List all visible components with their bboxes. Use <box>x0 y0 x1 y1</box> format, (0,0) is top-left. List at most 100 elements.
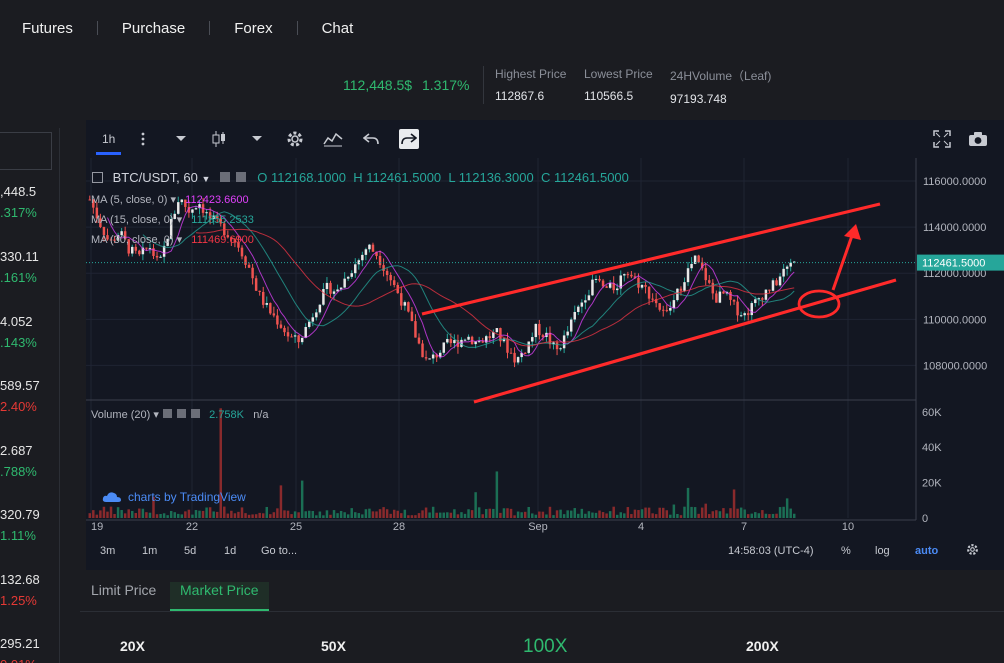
range-5d[interactable]: 5d <box>184 545 197 557</box>
ohlc-open: O 112168.1000 <box>257 170 346 185</box>
volume-settings-icon[interactable] <box>177 409 187 418</box>
market-list-item[interactable]: 589.57 2.40% <box>0 378 40 414</box>
market-list-item[interactable]: 295.21 0.01% <box>0 636 40 663</box>
range-1d[interactable]: 1d <box>224 545 237 557</box>
ma-30-value: 111469.6900 <box>191 234 254 246</box>
market-list-item[interactable]: 2.687 .788% <box>0 443 37 479</box>
leverage-100x[interactable]: 100X <box>523 636 568 657</box>
volume-close-icon[interactable] <box>191 409 201 418</box>
candle-body <box>329 282 332 294</box>
candle-body <box>637 277 640 288</box>
chart-widget: 1h <box>86 120 1004 570</box>
auto-toggle[interactable]: auto <box>915 545 939 557</box>
nav-chat[interactable]: Chat <box>321 19 354 37</box>
volume-bar <box>718 511 722 518</box>
log-toggle[interactable]: log <box>875 545 890 557</box>
symbol-dropdown-icon[interactable]: ▼ <box>201 174 211 184</box>
gear-icon[interactable] <box>285 129 305 149</box>
candle-body <box>286 332 290 337</box>
tradingview-logo[interactable]: charts by TradingView <box>102 490 246 504</box>
candle-body <box>382 265 385 271</box>
volume-bar <box>201 510 205 518</box>
candle-body <box>410 311 414 322</box>
legend-eye-icon[interactable] <box>220 172 231 182</box>
indicators-icon[interactable] <box>323 129 343 149</box>
nav-forex[interactable]: Forex <box>234 19 273 37</box>
camera-icon[interactable] <box>968 129 988 149</box>
candle-body <box>686 268 690 283</box>
interval-button[interactable]: 1h <box>95 132 122 155</box>
go-to-button[interactable]: Go to... <box>261 545 298 557</box>
market-list-item[interactable]: ,448.5 .317% <box>0 184 37 220</box>
candle-body <box>247 264 251 268</box>
candle-body <box>757 298 761 300</box>
redo-icon[interactable] <box>399 129 420 149</box>
candle-body <box>587 295 591 301</box>
candle-body <box>598 278 601 281</box>
gear-icon[interactable] <box>966 543 979 559</box>
candle-body <box>435 354 438 358</box>
ma-5-row[interactable]: MA (5, close, 0) ▾ 112423.6600 <box>91 194 249 206</box>
candle-body <box>697 255 700 263</box>
candle-body <box>152 248 155 256</box>
volume-eye-icon[interactable] <box>162 409 172 418</box>
volume-bar <box>354 512 357 518</box>
legend-collapse-icon[interactable] <box>92 172 103 183</box>
volume-bar <box>131 510 134 518</box>
volume-bar <box>686 487 690 518</box>
leverage-50x[interactable]: 50X <box>321 638 346 654</box>
legend-settings-icon[interactable] <box>235 172 246 182</box>
candle-body <box>474 341 477 345</box>
candle-body <box>265 303 269 305</box>
tab-limit-price[interactable]: Limit Price <box>91 582 157 598</box>
undo-icon[interactable] <box>361 129 381 149</box>
volume-bar <box>421 510 424 518</box>
more-vertical-icon[interactable] <box>133 129 153 149</box>
candle-body <box>219 218 222 224</box>
range-1m[interactable]: 1m <box>142 545 158 557</box>
last-price-tag <box>917 254 1004 271</box>
chevron-down-icon[interactable] <box>171 129 191 149</box>
market-list-item[interactable]: 320.79 1.11% <box>0 507 40 543</box>
volume-bar <box>325 510 329 518</box>
nav-purchase[interactable]: Purchase <box>121 19 186 37</box>
volume-bar <box>778 507 782 518</box>
volume-bar <box>626 507 630 518</box>
market-list-selected[interactable] <box>0 132 52 170</box>
fullscreen-icon[interactable] <box>932 129 952 149</box>
ma-15-row[interactable]: MA (15, close, 0) ▾ 111855.2533 <box>91 214 254 226</box>
volume-bar <box>95 514 99 518</box>
candle-body <box>385 270 389 275</box>
candle-body <box>233 239 237 243</box>
range-3m[interactable]: 3m <box>100 545 116 557</box>
volume-bar <box>187 509 191 518</box>
volume-bar <box>361 514 364 518</box>
volume-bar <box>552 515 555 518</box>
ma-line <box>195 228 795 347</box>
volume-bar <box>679 515 683 518</box>
symbol-label[interactable]: BTC/USDT, 60 <box>112 170 198 185</box>
candle-style-icon[interactable] <box>209 129 229 149</box>
chevron-down-icon[interactable] <box>247 129 267 149</box>
candle-body <box>322 289 325 305</box>
leverage-20x[interactable]: 20X <box>120 638 145 654</box>
price-tick: 114000.0000 <box>923 222 986 234</box>
tab-market-price[interactable]: Market Price <box>170 582 269 611</box>
market-list-item[interactable]: 4.052 .143% <box>0 314 37 350</box>
chart-canvas[interactable]: 116000.0000 114000.0000 112000.0000 110000.… <box>86 158 1004 576</box>
ma-30-row[interactable]: MA (30, close, 0) ▾ 111469.6900 <box>91 234 254 246</box>
volume-bar <box>378 509 382 518</box>
volume-bar <box>587 511 591 518</box>
candle-body <box>591 279 594 296</box>
percent-toggle[interactable]: % <box>841 545 851 557</box>
market-list-item[interactable]: 132.68 1.25% <box>0 572 40 608</box>
stat-high-label: Highest Price <box>495 67 567 81</box>
candle-body <box>506 338 509 353</box>
leverage-200x[interactable]: 200X <box>746 638 779 654</box>
volume-legend[interactable]: Volume (20) ▾ 2.758K n/a <box>91 409 269 421</box>
volume-bar <box>109 506 113 518</box>
candle-body <box>658 303 661 310</box>
nav-futures[interactable]: Futures <box>22 19 73 37</box>
market-list-item[interactable]: 330.11 .161% <box>0 249 39 285</box>
candle-body <box>315 312 318 318</box>
